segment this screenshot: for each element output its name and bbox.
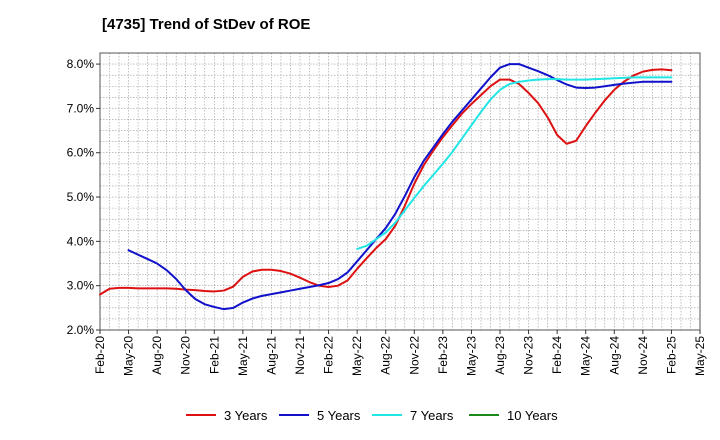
x-tick-label: Aug-24 <box>607 336 621 375</box>
x-tick-label: May-22 <box>350 336 364 376</box>
y-tick-label: 7.0% <box>67 101 95 115</box>
plot-border <box>99 52 701 331</box>
legend: 3 Years 5 Years 7 Years 10 Years <box>186 408 558 423</box>
legend-label-1: 3 Years <box>224 408 268 423</box>
x-tick-label: May-24 <box>579 336 593 376</box>
x-tick-label: Aug-23 <box>493 336 507 375</box>
x-tick-label: Feb-25 <box>664 336 678 374</box>
y-tick-label: 6.0% <box>67 146 95 160</box>
x-tick-label: Nov-23 <box>522 336 536 375</box>
y-tick-label: 3.0% <box>67 279 95 293</box>
plot-background <box>100 53 700 330</box>
x-tick-label: Aug-21 <box>264 336 278 375</box>
x-tick-label: Nov-20 <box>179 336 193 375</box>
x-tick-label: Feb-23 <box>436 336 450 374</box>
y-tick-label: 5.0% <box>67 190 95 204</box>
x-tick-label: May-20 <box>122 336 136 376</box>
legend-label-3: 7 Years <box>410 408 454 423</box>
x-tick-label: Feb-20 <box>93 336 107 374</box>
x-tick-label: Aug-20 <box>150 336 164 375</box>
series-line-3 <box>356 76 673 250</box>
y-tick-label: 4.0% <box>67 234 95 248</box>
x-tick-label: Feb-24 <box>550 336 564 374</box>
x-tick-label: Aug-22 <box>379 336 393 375</box>
legend-label-4: 10 Years <box>507 408 558 423</box>
series-line-1 <box>99 68 673 296</box>
x-tick-label: May-23 <box>464 336 478 376</box>
y-tick-label: 2.0% <box>67 323 95 337</box>
x-tick-label: Nov-24 <box>636 336 650 375</box>
chart-title: [4735] Trend of StDev of ROE <box>102 16 310 33</box>
x-tick-label: Feb-22 <box>322 336 336 374</box>
series-line-2 <box>127 63 673 311</box>
x-tick-label: Feb-21 <box>207 336 221 374</box>
y-tick-label: 8.0% <box>67 57 95 71</box>
x-tick-label: Nov-21 <box>293 336 307 375</box>
x-tick-label: Nov-22 <box>407 336 421 375</box>
x-tick-label: May-25 <box>693 336 707 376</box>
legend-label-2: 5 Years <box>317 408 361 423</box>
x-tick-label: May-21 <box>236 336 250 376</box>
plot-area: 2.0% 3.0% 4.0% 5.0% 6.0% 7.0% 8.0% Feb-20 May-20… <box>67 52 707 376</box>
